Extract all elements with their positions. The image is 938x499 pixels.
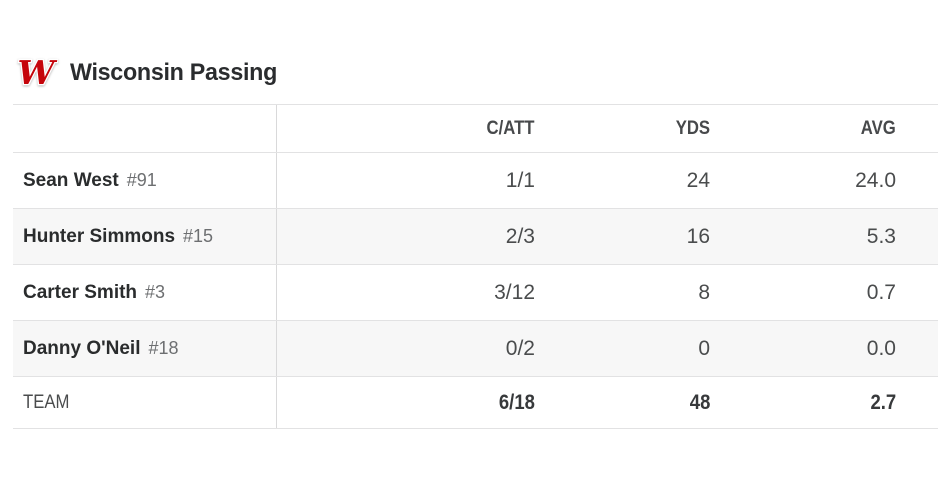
player-cell: Danny O'Neil #18	[13, 321, 277, 376]
stat-avg: 24.0	[855, 168, 896, 192]
svg-text:W: W	[17, 54, 57, 92]
box-score-panel: W Wisconsin Passing C/ATT YDS AVG Sean W…	[0, 53, 938, 499]
player-cell: Hunter Simmons #15	[13, 209, 277, 264]
player-jersey-number: #15	[183, 226, 214, 246]
stat-avg: 0.7	[866, 280, 896, 304]
table-row: Hunter Simmons #15 2/3 16 5.3	[13, 208, 938, 264]
stat-catt: 2/3	[505, 224, 535, 248]
player-name-link[interactable]: Carter Smith	[23, 281, 138, 303]
stat-catt: 3/12	[494, 280, 535, 304]
stat-yds: 24	[686, 168, 710, 192]
player-name-link[interactable]: Hunter Simmons	[23, 225, 176, 247]
stat-yds: 8	[698, 280, 710, 304]
header-cell-yds: YDS	[675, 117, 710, 139]
header-cell-catt: C/ATT	[487, 117, 535, 139]
table-row: Carter Smith #3 3/12 8 0.7	[13, 264, 938, 320]
player-cell: Carter Smith #3	[13, 265, 277, 320]
stat-avg: 0.0	[866, 336, 896, 360]
section-header: W Wisconsin Passing	[14, 53, 938, 93]
header-cell-avg: AVG	[861, 117, 896, 139]
team-stat-catt: 6/18	[499, 390, 535, 414]
stat-yds: 16	[686, 224, 710, 248]
player-name-link[interactable]: Sean West	[23, 169, 119, 191]
team-totals-row: TEAM 6/18 48 2.7	[13, 376, 938, 428]
stat-catt: 1/1	[505, 168, 535, 192]
stat-avg: 5.3	[866, 224, 896, 248]
team-stat-avg: 2.7	[870, 390, 896, 414]
table-row: Sean West #91 1/1 24 24.0	[13, 152, 938, 208]
stat-yds: 0	[698, 336, 710, 360]
player-cell: Sean West #91	[13, 153, 277, 208]
team-stat-yds: 48	[689, 390, 710, 414]
table-row: Danny O'Neil #18 0/2 0 0.0	[13, 320, 938, 376]
team-label-cell: TEAM	[13, 377, 277, 428]
player-jersey-number: #18	[148, 338, 179, 358]
header-cell-player	[13, 105, 277, 152]
player-jersey-number: #91	[126, 170, 157, 190]
team-label: TEAM	[23, 391, 70, 413]
section-title: Wisconsin Passing	[70, 59, 278, 86]
stat-catt: 0/2	[505, 336, 535, 360]
table-header-row: C/ATT YDS AVG	[13, 104, 938, 152]
passing-stats-table: C/ATT YDS AVG Sean West #91 1/1 24 24.0 …	[13, 104, 938, 429]
player-name-link[interactable]: Danny O'Neil	[23, 337, 141, 359]
wisconsin-logo-icon: W	[16, 54, 58, 92]
player-jersey-number: #3	[145, 282, 166, 302]
